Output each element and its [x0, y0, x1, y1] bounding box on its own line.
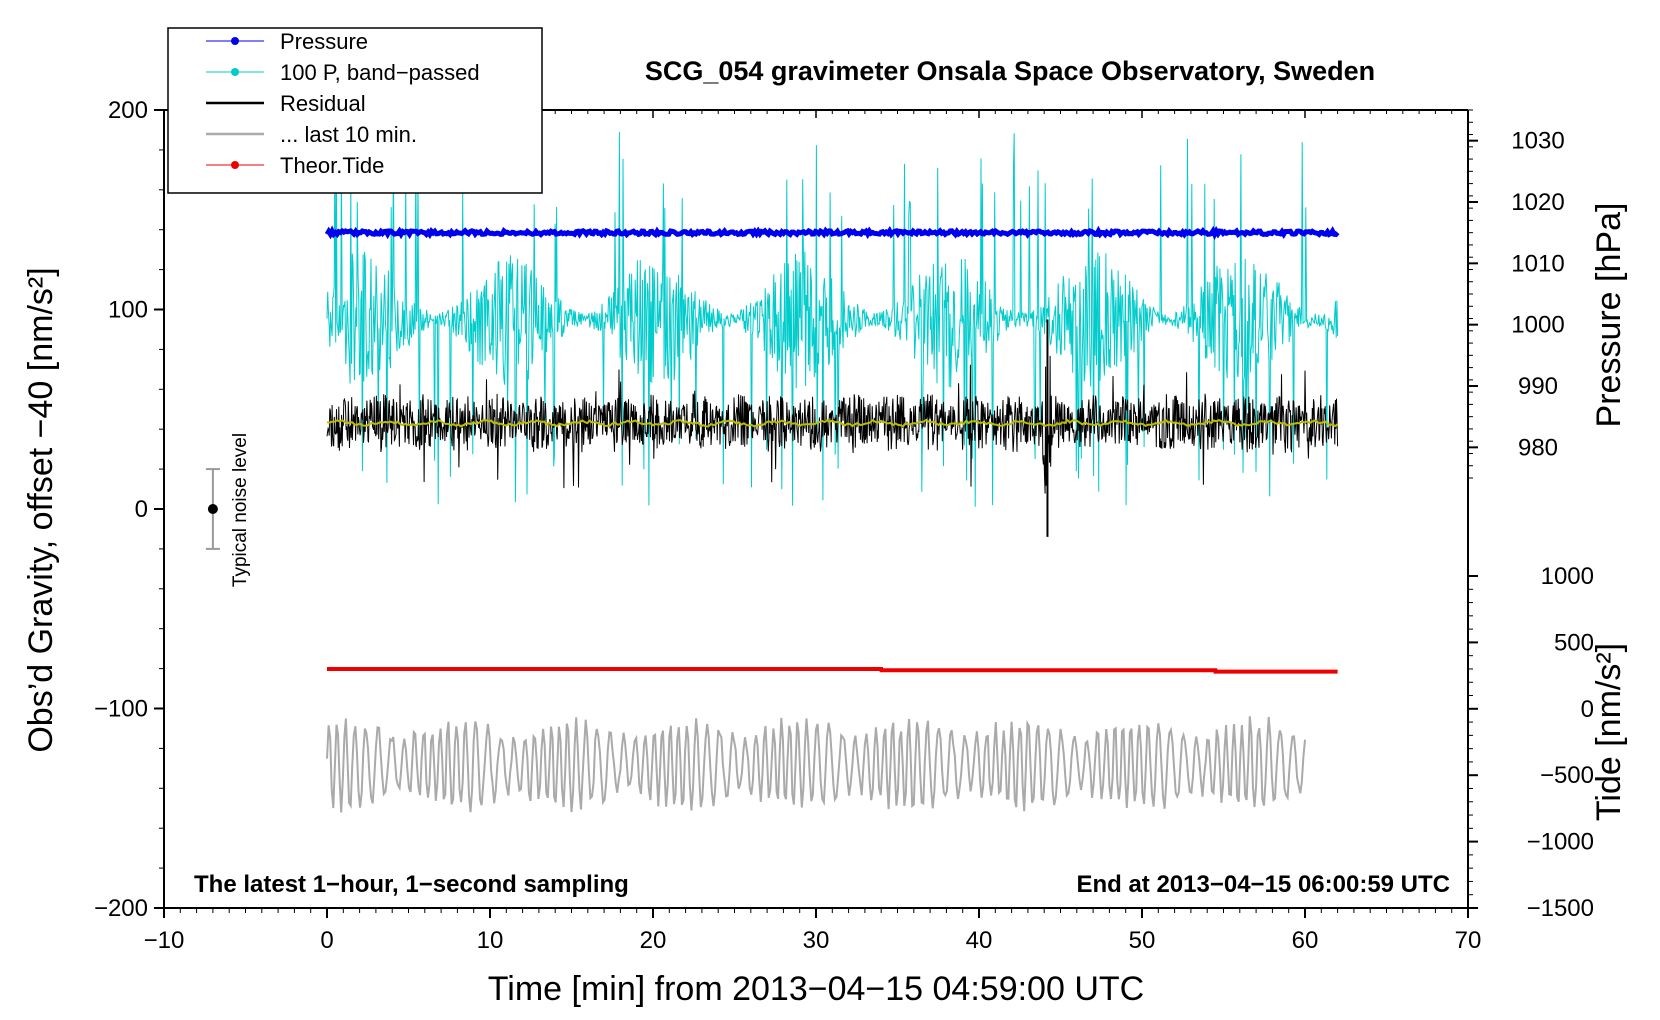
pressure-tick-label: 1000 — [1511, 312, 1564, 339]
x-axis-label: Time [min] from 2013−04−15 04:59:00 UTC — [488, 970, 1144, 1008]
legend-marker — [231, 161, 239, 169]
legend-label: ... last 10 min. — [280, 122, 417, 147]
x-tick-label: 70 — [1455, 927, 1482, 954]
band-passed-pressure-line — [326, 131, 1339, 507]
sampling-note: The latest 1−hour, 1−second sampling — [194, 871, 629, 898]
tide-tick-label: −1500 — [1527, 895, 1594, 922]
tide-tick-label: 0 — [1581, 696, 1594, 723]
tide-tick-label: −500 — [1540, 762, 1594, 789]
legend-label: Theor.Tide — [280, 153, 384, 178]
x-tick-label: 50 — [1129, 927, 1156, 954]
noise-level-label: Typical noise level — [230, 433, 251, 587]
pressure-tick-label: 980 — [1518, 434, 1558, 461]
x-tick-label: 60 — [1292, 927, 1319, 954]
legend-marker — [231, 68, 239, 76]
end-time-note: End at 2013−04−15 06:00:59 UTC — [1076, 871, 1450, 898]
x-tick-label: 40 — [966, 927, 993, 954]
legend: Pressure 100 P, band−passed Residual ... la… — [167, 27, 543, 194]
x-tick-label: 0 — [320, 927, 333, 954]
tide-line — [327, 667, 1338, 674]
pressure-tick-label: 990 — [1518, 373, 1558, 400]
residual-line — [326, 355, 1339, 494]
y-axis-label-pressure: Pressure [hPa] — [1590, 203, 1628, 428]
x-tick-label: 10 — [477, 927, 504, 954]
pressure-tick-label: 1020 — [1511, 189, 1564, 216]
legend-label: Pressure — [280, 29, 368, 54]
pressure-tick-label: 1010 — [1511, 250, 1564, 277]
tide-tick-label: −1000 — [1527, 829, 1594, 856]
legend-label: 100 P, band−passed — [280, 60, 480, 85]
axes-layer: −10 0 10 20 30 40 50 60 70−200−10001002009809901… — [94, 97, 1594, 954]
y-tick-label: 100 — [108, 297, 148, 324]
smoothed-residual-line — [326, 418, 1339, 428]
data-series-layer — [324, 131, 1340, 813]
legend-marker — [231, 37, 239, 45]
residual-series — [326, 319, 1339, 537]
pressure-tick-label: 1030 — [1511, 128, 1564, 155]
tide-tick-label: 500 — [1554, 629, 1594, 656]
y-tick-label: −200 — [94, 895, 148, 922]
x-tick-label: −10 — [144, 927, 185, 954]
y-tick-label: 0 — [135, 496, 148, 523]
last-10-min-line — [326, 716, 1306, 813]
noise-bar-point — [207, 504, 218, 514]
chart-title: SCG_054 gravimeter Onsala Space Observat… — [645, 56, 1375, 86]
legend-label: Residual — [280, 91, 366, 116]
x-tick-label: 30 — [803, 927, 830, 954]
y-tick-label: −100 — [94, 696, 148, 723]
y-axis-label-tide: Tide [nm/s²] — [1590, 643, 1628, 821]
tide-tick-label: 1000 — [1541, 563, 1594, 590]
x-tick-label: 20 — [640, 927, 667, 954]
y-tick-label: 200 — [108, 97, 148, 124]
band-passed-pressure-series — [326, 131, 1339, 507]
y-axis-label-left: Obs’d Gravity, offset −40 [nm/s²] — [22, 267, 60, 752]
pressure-line — [324, 225, 1340, 241]
